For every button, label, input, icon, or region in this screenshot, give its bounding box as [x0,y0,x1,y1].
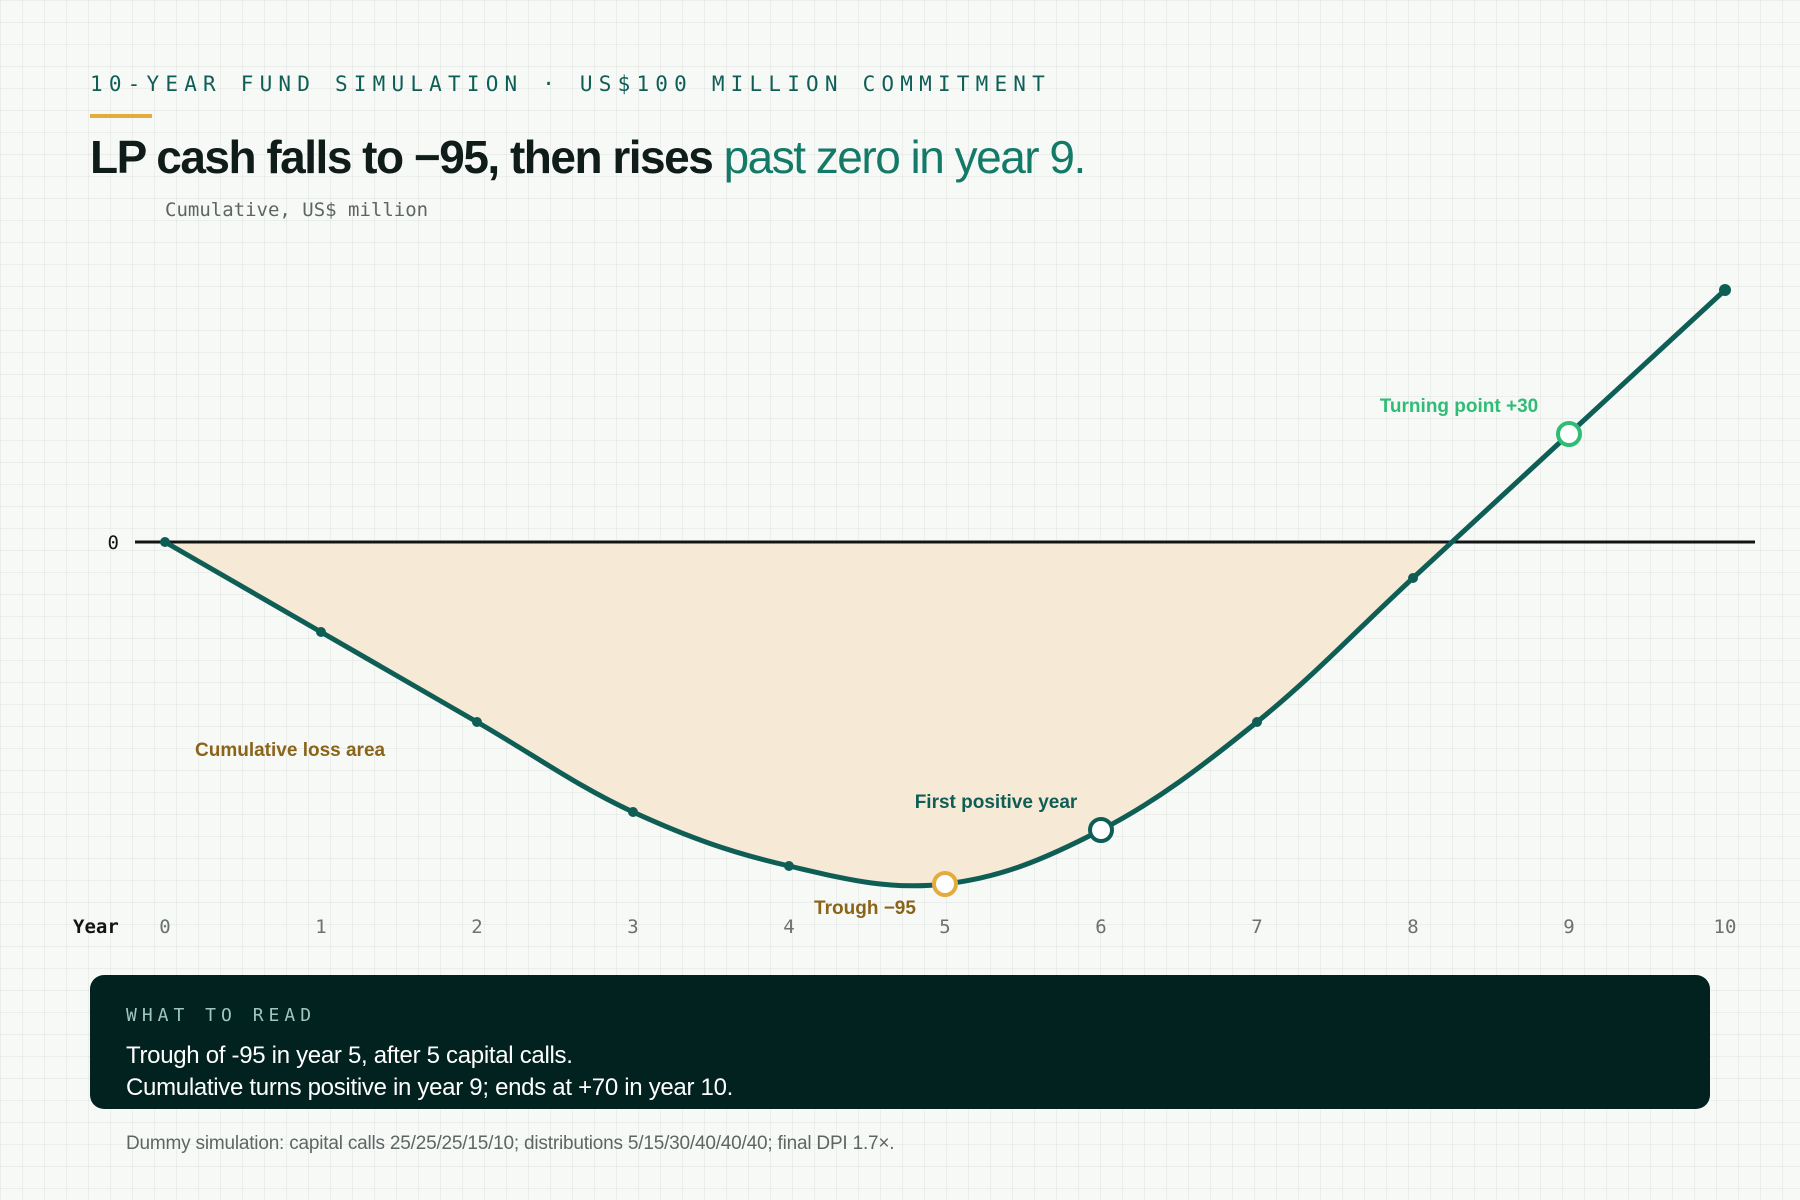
x-tick-label: 9 [1563,916,1574,938]
headline-main: LP cash falls to −95, then rises [90,131,714,183]
data-point [1252,717,1262,727]
x-tick-label: 4 [783,916,794,938]
cumulative-cash-chart: 0 0 1 2 3 4 5 6 7 8 9 10 Year Cumulative loss area… [73,284,1755,938]
data-points [160,284,1731,871]
callout-title: WHAT TO READ [126,1005,317,1026]
kicker-accent-rule [90,114,152,118]
x-tick-label: 7 [1251,916,1262,938]
unit-label: Cumulative, US$ million [165,199,429,221]
loss-area [165,542,1725,886]
data-point [472,717,482,727]
callout-line-2: Cumulative turns positive in year 9; end… [126,1074,734,1101]
data-point [628,807,638,817]
callout-line-1: Trough of -95 in year 5, after 5 capital… [126,1042,573,1069]
y-tick-label: 0 [108,532,119,554]
data-point [1719,284,1731,296]
x-tick-label: 3 [627,916,638,938]
data-point [316,627,326,637]
first-positive-year-marker [1088,817,1114,843]
kicker: 10-YEAR FUND SIMULATION · US$100 MILLION… [90,72,1051,96]
what-to-read-callout: WHAT TO READ Trough of -95 in year 5, af… [90,975,1710,1109]
x-tick-labels: 0 1 2 3 4 5 6 7 8 9 10 [159,916,1736,938]
x-tick-label: 8 [1407,916,1418,938]
trough-marker [932,871,958,897]
x-tick-label: 1 [315,916,326,938]
x-tick-label: 6 [1095,916,1106,938]
x-tick-label: 2 [471,916,482,938]
loss-area-label: Cumulative loss area [195,740,386,761]
data-point [1408,573,1418,583]
x-tick-label: 0 [159,916,170,938]
footnote: Dummy simulation: capital calls 25/25/25… [126,1133,895,1154]
turning-point-label: Turning point +30 [1380,396,1539,417]
data-point [160,537,170,547]
x-tick-label: 5 [939,916,950,938]
headline: LP cash falls to −95, then rises past ze… [90,130,1087,184]
turning-point-marker [1556,421,1582,447]
first-positive-year-label: First positive year [915,792,1078,813]
data-point [784,861,794,871]
x-tick-label: 10 [1714,916,1737,938]
x-axis-label: Year [73,916,119,938]
trough-label: Trough −95 [814,898,916,919]
headline-accent: past zero in year 9. [723,131,1087,183]
